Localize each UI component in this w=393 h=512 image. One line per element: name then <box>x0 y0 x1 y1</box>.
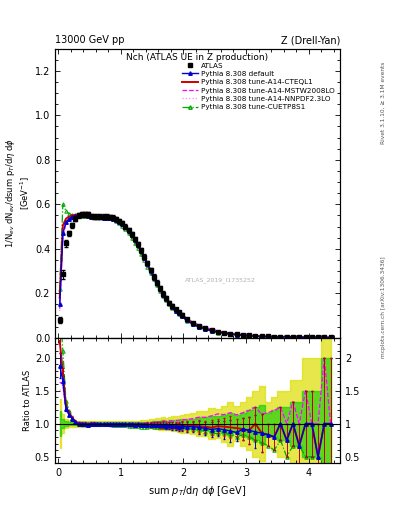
Text: mcplots.cern.ch [arXiv:1306.3436]: mcplots.cern.ch [arXiv:1306.3436] <box>381 256 386 358</box>
Text: ATLAS_2019_I1735252: ATLAS_2019_I1735252 <box>185 277 256 283</box>
Text: Z (Drell-Yan): Z (Drell-Yan) <box>281 35 340 45</box>
Text: Nch (ATLAS UE in Z production): Nch (ATLAS UE in Z production) <box>127 53 268 62</box>
Text: Rivet 3.1.10, ≥ 3.1M events: Rivet 3.1.10, ≥ 3.1M events <box>381 61 386 144</box>
Legend: ATLAS, Pythia 8.308 default, Pythia 8.308 tune-A14-CTEQL1, Pythia 8.308 tune-A14: ATLAS, Pythia 8.308 default, Pythia 8.30… <box>181 61 336 112</box>
Text: 13000 GeV pp: 13000 GeV pp <box>55 35 125 45</box>
Y-axis label: 1/N$_{ev}$ dN$_{ev}$/dsum p$_T$/d$\eta$ d$\phi$
[GeV$^{-1}$]: 1/N$_{ev}$ dN$_{ev}$/dsum p$_T$/d$\eta$ … <box>4 138 32 248</box>
X-axis label: sum $p_T$/d$\eta$ d$\phi$ [GeV]: sum $p_T$/d$\eta$ d$\phi$ [GeV] <box>149 484 246 498</box>
Y-axis label: Ratio to ATLAS: Ratio to ATLAS <box>23 370 32 431</box>
